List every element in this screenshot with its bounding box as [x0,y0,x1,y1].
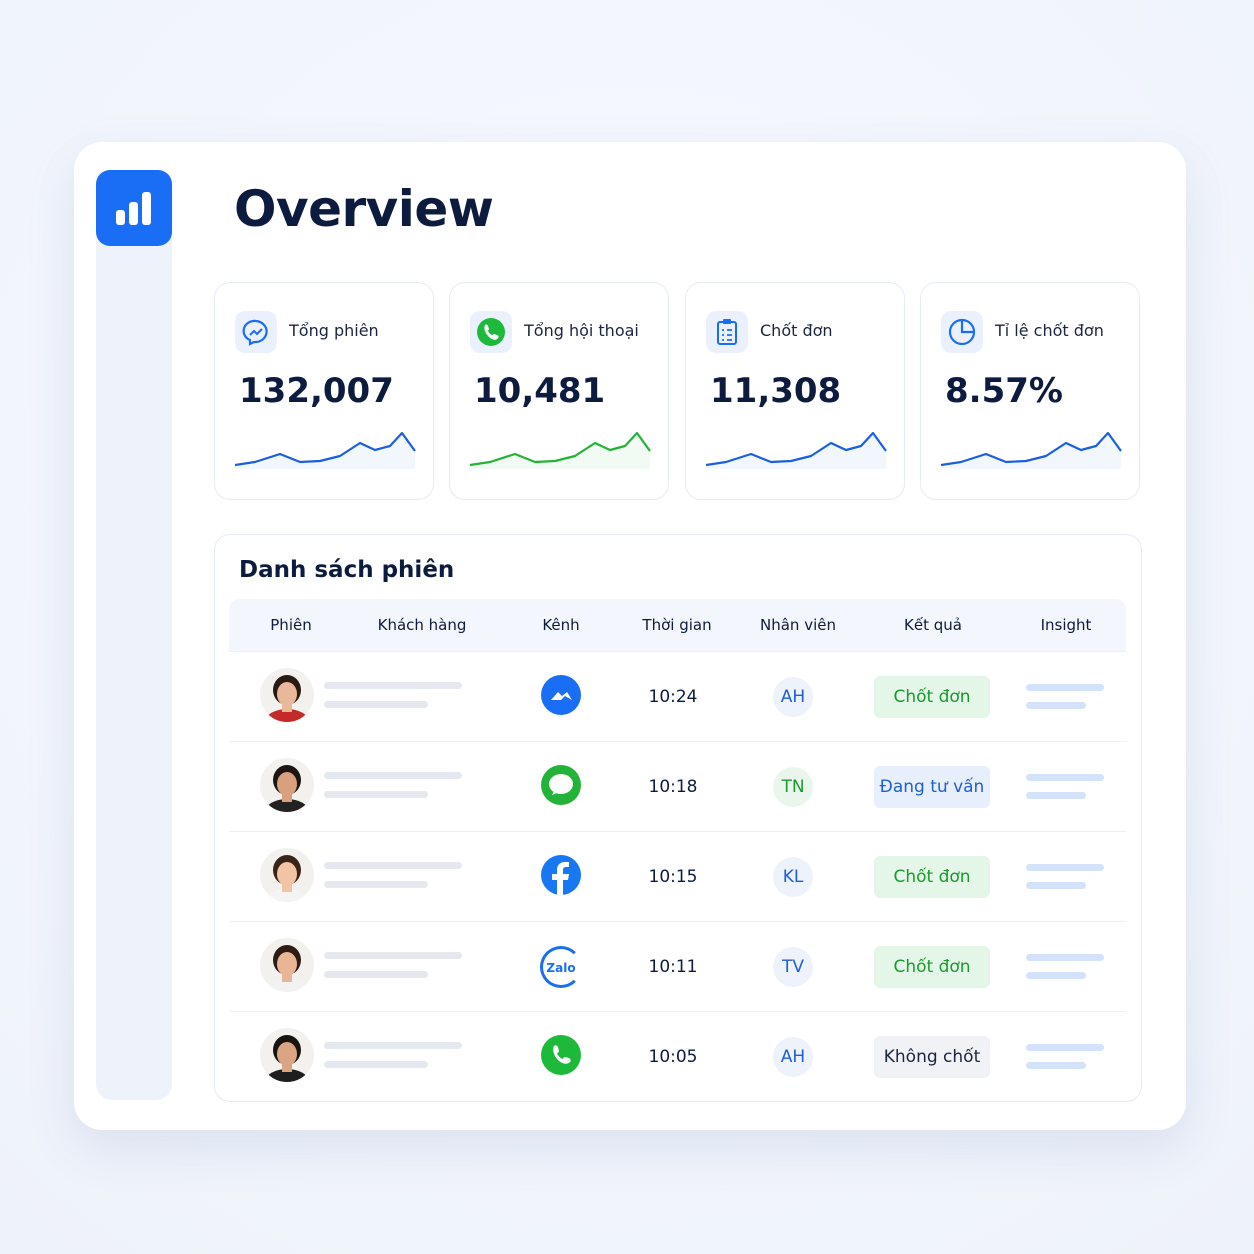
insight-placeholder [1026,1044,1106,1070]
stat-label: Tổng hội thoại [524,321,639,340]
text-placeholder [324,881,428,888]
text-placeholder [324,791,428,798]
avatar [260,1028,314,1086]
insight-bar [1026,972,1086,979]
customer-placeholder [324,952,464,982]
column-header: Khách hàng [377,616,467,634]
sparkline [705,431,890,475]
customer-placeholder [324,682,464,712]
insight-placeholder [1026,684,1106,710]
stat-card: Tỉ lệ chốt đơn 8.57% [920,282,1140,500]
staff-badge: TV [773,947,813,987]
time: 10:15 [648,867,698,887]
time: 10:24 [648,687,698,707]
sparkline [234,431,419,475]
stat-icon [470,311,512,353]
customer-placeholder [324,862,464,892]
page-title: Overview [234,180,494,238]
text-placeholder [324,682,462,689]
insight-bar [1026,1044,1104,1051]
stat-value: 8.57% [945,371,1063,411]
avatar [260,848,314,906]
avatar [260,758,314,816]
insight-bar [1026,1062,1086,1069]
stat-value: 132,007 [239,371,394,411]
text-placeholder [324,971,428,978]
column-header: Nhân viên [760,616,836,634]
stat-icon [235,311,277,353]
stat-value: 11,308 [710,371,842,411]
table-row[interactable]: 10:05 AH Không chốt [229,1011,1126,1102]
insight-bar [1026,702,1086,709]
staff-badge: TN [773,767,813,807]
result-badge: Chốt đơn [874,856,990,898]
time: 10:11 [648,957,698,977]
insight-placeholder [1026,954,1106,980]
column-header: Phiên [270,616,312,634]
insight-placeholder [1026,864,1106,890]
sparkline [940,431,1125,475]
logo-icon [116,192,151,225]
stat-icon [941,311,983,353]
insight-placeholder [1026,774,1106,800]
stat-label: Chốt đơn [760,321,833,340]
channel-icon [540,764,582,810]
sidebar [96,170,172,1100]
customer-placeholder [324,772,464,802]
result-badge: Không chốt [874,1036,990,1078]
table-title: Danh sách phiên [239,557,455,583]
insight-bar [1026,882,1086,889]
result-badge: Đang tư vấn [874,766,990,808]
text-placeholder [324,1042,462,1049]
insight-bar [1026,954,1104,961]
column-header: Insight [1040,616,1092,634]
avatar [260,668,314,726]
stat-label: Tỉ lệ chốt đơn [995,321,1104,340]
staff-badge: AH [773,677,813,717]
stat-card: Tổng hội thoại 10,481 [449,282,669,500]
session-table: Danh sách phiên Phiên Khách hàng Kênh Thời … [214,534,1142,1102]
customer-placeholder [324,1042,464,1072]
column-header: Thời gian [642,616,712,634]
avatar [260,938,314,996]
sparkline [469,431,654,475]
channel-icon [540,854,582,900]
staff-badge: KL [773,857,813,897]
staff-badge: AH [773,1037,813,1077]
column-header: Kênh [542,616,580,634]
stat-card: Tổng phiên 132,007 [214,282,434,500]
time: 10:05 [648,1047,698,1067]
insight-bar [1026,864,1104,871]
channel-icon: Zalo [540,946,582,988]
table-row[interactable]: 10:24 AH Chốt đơn [229,651,1126,742]
logo[interactable] [96,170,172,246]
insight-bar [1026,774,1104,781]
text-placeholder [324,772,462,779]
stat-card: Chốt đơn 11,308 [685,282,905,500]
text-placeholder [324,1061,428,1068]
channel-icon [540,674,582,720]
text-placeholder [324,952,462,959]
table-row[interactable]: 10:18 TN Đang tư vấn [229,741,1126,832]
stat-label: Tổng phiên [289,321,379,340]
table-row[interactable]: Zalo 10:11 TV Chốt đơn [229,921,1126,1012]
text-placeholder [324,701,428,708]
insight-bar [1026,792,1086,799]
insight-bar [1026,684,1104,691]
channel-icon-label: Zalo [546,961,576,975]
table-row[interactable]: 10:15 KL Chốt đơn [229,831,1126,922]
stat-value: 10,481 [474,371,606,411]
stat-icon [706,311,748,353]
column-header: Kết quả [904,616,962,634]
result-badge: Chốt đơn [874,946,990,988]
text-placeholder [324,862,462,869]
channel-icon [540,1034,582,1080]
table-header: Phiên Khách hàng Kênh Thời gian Nhân viên Kết… [229,599,1126,651]
result-badge: Chốt đơn [874,676,990,718]
time: 10:18 [648,777,698,797]
